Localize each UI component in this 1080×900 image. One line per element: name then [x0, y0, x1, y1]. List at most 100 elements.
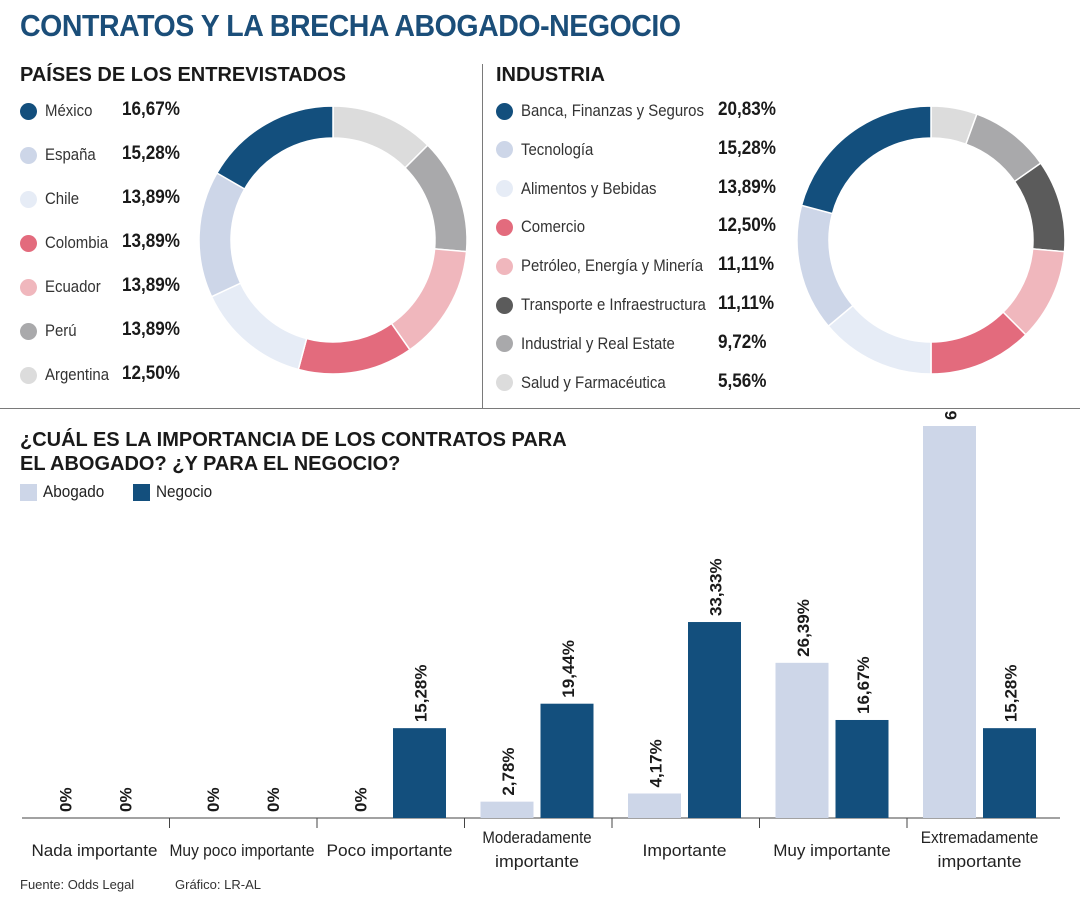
- footer-source: Fuente: Odds Legal: [20, 877, 135, 892]
- country-slice-colombia: [297, 322, 411, 375]
- country-legend-item-argentina: Argentina: [20, 362, 118, 388]
- country-legend-value: 13,89%: [122, 187, 181, 208]
- country-legend-label: Chile: [45, 189, 80, 208]
- bar-label-abogado-nada-importante: 0%: [57, 787, 76, 812]
- industry-legend-swatch: [496, 102, 513, 120]
- bar-abogado-muy-importante: [775, 662, 829, 818]
- country-legend-item-mexico: México: [20, 98, 99, 124]
- industry-legend-value: 15,28%: [718, 137, 777, 159]
- industry-legend-value: 20,83%: [718, 99, 777, 120]
- industry-slice-alimentos-y-bebidas: [827, 304, 932, 375]
- industry-donut: [796, 105, 1066, 375]
- footer-credit: Gráfico: LR-AL: [175, 877, 261, 892]
- category-label-nada-importante: Nada importante: [32, 841, 158, 860]
- countries-donut: [198, 105, 468, 375]
- country-legend-value: 15,28%: [122, 143, 181, 164]
- bar-label-negocio-importante: 33,33%: [707, 558, 726, 616]
- legend-negocio-swatch: [133, 483, 150, 501]
- bar-label-abogado-moderadamente-importante: 2,78%: [499, 747, 518, 795]
- bar-negocio-moderadamente-importante: [540, 703, 594, 818]
- industry-legend-swatch: [496, 296, 513, 314]
- country-legend-value: 16,67%: [122, 99, 181, 120]
- legend-negocio: Negocio: [133, 482, 218, 502]
- country-legend-label: Ecuador: [45, 277, 101, 296]
- bar-negocio-extremadamente-importante: [983, 728, 1036, 818]
- industry-legend-label: Tecnología: [521, 139, 594, 159]
- industry-legend-value: 11,11%: [718, 293, 775, 314]
- bar-label-negocio-nada-importante: 0%: [117, 787, 136, 812]
- bar-abogado-extremadamente-importante: [923, 426, 976, 818]
- bar-negocio-importante: [688, 622, 741, 818]
- category-label-importante: Importante: [643, 841, 727, 860]
- industry-legend-swatch: [496, 218, 513, 236]
- industry-legend-value: 13,89%: [718, 176, 777, 198]
- importance-title-line2: EL ABOGADO? ¿Y PARA EL NEGOCIO?: [20, 453, 401, 475]
- bar-label-abogado-importante: 4,17%: [647, 739, 666, 787]
- country-legend-swatch: [20, 278, 37, 296]
- industry-legend-item-salud-y-farmaceutica: Salud y Farmacéutica: [496, 370, 685, 396]
- industry-legend-swatch: [496, 141, 513, 159]
- industry-legend-item-comercio: Comercio: [496, 214, 594, 240]
- category-label-moderadamente-importante: Moderadamente: [482, 828, 591, 847]
- importance-title: ¿CUÁL ES LA IMPORTANCIA DE LOS CONTRATOS…: [20, 428, 567, 476]
- country-legend-label: Colombia: [45, 233, 109, 252]
- country-legend-label: Perú: [45, 321, 77, 340]
- industry-legend-label: Salud y Farmacéutica: [521, 372, 666, 392]
- country-legend-swatch: [20, 234, 37, 252]
- country-legend-item-ecuador: Ecuador: [20, 274, 108, 300]
- countries-title: PAÍSES DE LOS ENTREVISTADOS: [20, 64, 346, 86]
- bar-label-negocio-moderadamente-importante: 19,44%: [559, 640, 578, 698]
- industry-slice-comercio: [930, 311, 1027, 375]
- legend-abogado: Abogado: [20, 482, 111, 502]
- industry-legend-value: 5,56%: [718, 370, 767, 392]
- industry-legend-label: Industrial y Real Estate: [521, 333, 675, 353]
- bar-label-abogado-muy-importante: 26,39%: [794, 599, 813, 657]
- country-slice-chile: [210, 282, 308, 371]
- industry-legend-label: Banca, Finanzas y Seguros: [521, 101, 704, 120]
- country-legend-swatch: [20, 102, 37, 120]
- industry-title: INDUSTRIA: [496, 64, 605, 86]
- industry-legend-swatch: [496, 335, 513, 353]
- country-legend-swatch: [20, 190, 37, 208]
- country-legend-value: 13,89%: [122, 231, 181, 252]
- country-slice-peru: [404, 144, 468, 253]
- bar-label-abogado-muy-poco-importante: 0%: [204, 787, 223, 812]
- country-slice-mexico: [215, 105, 334, 191]
- industry-legend-swatch: [496, 257, 513, 275]
- bar-negocio-poco-importante: [393, 728, 446, 818]
- industry-legend-label: Transporte e Infraestructura: [521, 295, 706, 314]
- category-label-muy-poco-importante: Muy poco importante: [170, 841, 315, 860]
- category-label-muy-importante: Muy importante: [773, 841, 891, 860]
- industry-legend-swatch: [496, 374, 513, 392]
- industry-slice-banca-finanzas-y-seguros: [800, 105, 932, 215]
- bar-label-abogado-extremadamente-importante: 66,67%: [942, 410, 961, 420]
- industry-legend-item-banca-finanzas-y-seguros: Banca, Finanzas y Seguros: [496, 98, 729, 124]
- industry-legend-label: Comercio: [521, 217, 586, 237]
- section-divider-vertical: [482, 64, 483, 408]
- legend-abogado-label: Abogado: [43, 482, 105, 501]
- country-legend-item-chile: Chile: [20, 186, 84, 212]
- industry-legend-value: 11,11%: [718, 254, 775, 276]
- bar-label-abogado-poco-importante: 0%: [352, 787, 371, 812]
- country-legend-swatch: [20, 322, 37, 340]
- country-legend-item-colombia: Colombia: [20, 230, 117, 256]
- country-legend-value: 13,89%: [122, 275, 181, 296]
- industry-legend-item-industrial-y-real-estate: Industrial y Real Estate: [496, 331, 696, 357]
- country-legend-label: España: [45, 145, 96, 164]
- country-legend-swatch: [20, 366, 37, 384]
- category-label-extremadamente-importante: importante: [938, 852, 1022, 870]
- industry-legend-item-petroleo-energia-y-mineria: Petróleo, Energía y Minería: [496, 253, 728, 279]
- country-legend-label: México: [45, 101, 93, 120]
- section-divider-horizontal: [0, 408, 1080, 409]
- industry-legend-swatch: [496, 180, 513, 198]
- country-slice-espana: [198, 171, 246, 298]
- industry-legend-item-tecnologia: Tecnología: [496, 137, 603, 163]
- country-slice-ecuador: [390, 248, 468, 351]
- country-legend-item-peru: Perú: [20, 318, 81, 344]
- industry-legend-item-alimentos-y-bebidas: Alimentos y Bebidas: [496, 176, 675, 202]
- country-legend-value: 13,89%: [122, 319, 181, 340]
- importance-title-line1: ¿CUÁL ES LA IMPORTANCIA DE LOS CONTRATOS…: [20, 429, 567, 451]
- category-label-extremadamente-importante: Extremadamente: [921, 828, 1039, 847]
- bar-abogado-importante: [628, 793, 681, 818]
- industry-slice-tecnologia: [796, 204, 854, 328]
